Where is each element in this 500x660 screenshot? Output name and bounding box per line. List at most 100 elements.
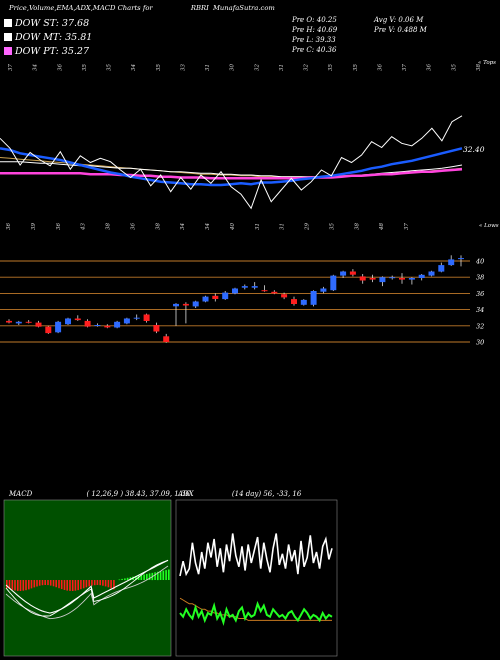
macd-histogram-bar <box>157 571 159 581</box>
top-label: 30 <box>230 64 236 71</box>
macd-histogram-bar <box>148 573 151 580</box>
adx-background <box>175 499 338 657</box>
macd-histogram-bar <box>69 580 71 591</box>
macd-histogram-bar <box>91 580 93 586</box>
macd-histogram-bar <box>82 580 85 589</box>
price-panel: 30 32 34 36 38 40 <box>0 255 484 347</box>
candle-body <box>408 278 415 280</box>
macd-histogram-bar <box>104 580 107 587</box>
candle-body <box>15 321 22 324</box>
macd-histogram-bar <box>71 580 74 591</box>
macd-histogram-bar <box>129 577 132 581</box>
macd-histogram-bar <box>36 580 38 587</box>
macd-histogram-bar <box>33 580 36 588</box>
price-tick-label: 36 <box>476 290 484 298</box>
candle-body <box>389 277 396 279</box>
chart-header: Price,Volume,EMA,ADX,MACD Charts for RBR… <box>9 4 275 13</box>
macd-histogram-bar <box>60 580 63 590</box>
price-tick-label: 38 <box>476 274 484 282</box>
candle-body <box>271 291 278 294</box>
candle-body <box>428 271 435 276</box>
macd-params: ( 12,26,9 ) 38.43, 37.09, 1.36 <box>86 490 190 498</box>
top-label: 32 <box>304 64 310 71</box>
top-label: 35 <box>451 64 457 71</box>
dow-mt-legend: DOW MT: 35.81 <box>4 32 92 43</box>
top-label: 36 <box>378 64 384 71</box>
macd-histogram-bar <box>121 578 123 580</box>
candle-body <box>261 290 268 292</box>
header-title: Price,Volume,EMA,ADX,MACD Charts for <box>9 4 153 12</box>
macd-histogram-bar <box>49 580 52 586</box>
macd-histogram-bar <box>77 580 79 591</box>
pre-low: Pre L: 39.33 <box>292 36 336 44</box>
macd-histogram-bar <box>88 580 90 587</box>
bottom-label: 38 <box>155 223 161 230</box>
macd-histogram-bar <box>38 580 41 586</box>
macd-histogram-bar <box>55 580 57 588</box>
bottom-label: 40 <box>230 223 236 231</box>
plus-di-line <box>179 533 333 577</box>
avg-volume: Avg V: 0.06 M <box>374 16 424 24</box>
top-label: 35 <box>156 64 162 71</box>
top-label: 31 <box>279 64 285 71</box>
bottom-label: 43 <box>81 223 87 231</box>
macd-histogram-bar <box>52 580 55 587</box>
macd-histogram-bar <box>93 580 96 586</box>
bottom-label: 38 <box>106 223 112 230</box>
header-site: MunafaSutra.com <box>212 4 275 12</box>
candle-body <box>182 303 189 306</box>
macd-histogram-bar <box>28 580 30 590</box>
candle-body <box>25 321 32 323</box>
candle-body <box>212 295 219 299</box>
candle-body <box>232 288 238 294</box>
top-label: 36 <box>57 64 63 71</box>
macd-histogram-bar <box>135 576 137 580</box>
candle-body <box>330 275 337 291</box>
candle-body <box>55 321 62 333</box>
macd-histogram-bar <box>80 580 82 590</box>
candle-body <box>418 274 425 278</box>
top-label: 35 <box>82 64 88 71</box>
candle-body <box>310 291 317 305</box>
price-line <box>0 115 463 210</box>
bottom-label: 29 <box>305 223 311 231</box>
bottom-label: 36 <box>130 223 136 230</box>
dow-mt-label: DOW MT: 35.81 <box>15 32 93 43</box>
pre-open: Pre O: 40.25 <box>292 16 337 24</box>
macd-histogram-bar <box>146 574 148 581</box>
candle-body <box>153 325 160 332</box>
ema-short-line <box>0 147 463 187</box>
price-tick-label: 30 <box>476 339 484 347</box>
macd-signal-line <box>5 559 169 617</box>
macd-histogram-bar <box>63 580 66 590</box>
candle-body <box>94 325 101 326</box>
lows-marker: « Lows <box>479 223 499 229</box>
last-price-label: 32.40 <box>463 145 485 154</box>
macd-histogram-bar <box>143 574 145 580</box>
macd-histogram-bar <box>58 580 60 589</box>
macd-histogram-bar <box>44 580 46 585</box>
candle-body <box>369 278 376 280</box>
dow-st-legend: DOW ST: 37.68 <box>4 18 89 29</box>
adx-panel <box>175 499 338 657</box>
bottom-label: 35 <box>329 223 335 230</box>
macd-histogram-bar <box>11 580 14 590</box>
top-label: 35 <box>353 64 359 71</box>
macd-background <box>3 499 172 657</box>
macd-histogram-bar <box>124 578 126 581</box>
macd-histogram-bar <box>96 580 99 585</box>
top-label: 38 <box>476 64 482 71</box>
prev-volume: Pre V: 0.488 M <box>374 26 427 34</box>
top-label: 34 <box>131 64 137 71</box>
candle-body <box>438 265 445 272</box>
candle-body <box>173 303 179 307</box>
candle-body <box>222 292 229 300</box>
macd-histogram-bar <box>159 571 162 580</box>
macd-histogram-bar <box>14 580 16 591</box>
candle-body <box>192 301 199 307</box>
adx-line <box>179 597 332 621</box>
adx-params: (14 day) 56, -33, 16 <box>231 490 302 498</box>
macd-histogram-bar <box>107 580 110 588</box>
candle-body <box>349 271 356 275</box>
macd-histogram-bar <box>41 580 44 586</box>
